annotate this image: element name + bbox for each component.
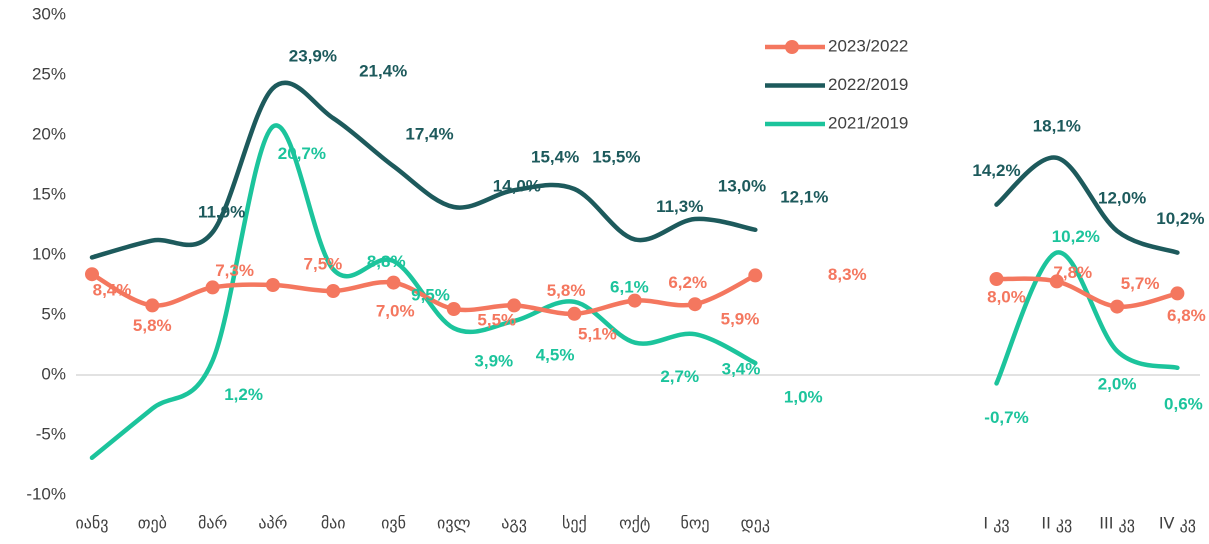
marker [688, 297, 702, 312]
y-tick-label: -10% [26, 484, 66, 503]
y-tick-label: 20% [32, 124, 66, 143]
marker [507, 298, 522, 313]
data-label: 6,8% [1167, 306, 1206, 325]
data-label: 9,5% [411, 285, 450, 304]
legend-label: 2023/2022 [828, 36, 908, 55]
marker [627, 293, 642, 308]
data-label: 2,0% [1098, 374, 1137, 393]
y-tick-label: 10% [32, 244, 66, 263]
y-tick-label: -5% [36, 424, 66, 443]
series-line [89, 123, 1180, 461]
data-label: 14,0% [493, 176, 541, 195]
x-tick-label: სექ [562, 514, 587, 533]
data-label: 7,8% [1053, 263, 1092, 282]
series-line [89, 271, 1180, 317]
data-label: 2,7% [660, 367, 699, 386]
data-label: 11,9% [198, 203, 245, 222]
x-tick-label: აგვ [501, 514, 527, 533]
marker [748, 268, 763, 283]
data-label: 7,5% [304, 254, 343, 273]
x-tick-label: აპრ [258, 514, 287, 533]
legend-label: 2022/2019 [828, 75, 908, 94]
y-tick-label: 0% [41, 364, 66, 383]
data-label: 7,0% [376, 301, 415, 320]
data-label: 5,5% [477, 310, 516, 329]
data-label: 15,5% [592, 147, 640, 166]
x-tick-label: ივნ [381, 514, 406, 533]
data-label: 23,9% [289, 47, 337, 66]
data-label: 12,1% [780, 187, 828, 206]
marker [446, 302, 461, 316]
x-tick-label: მარ [198, 514, 227, 533]
y-tick-label: 15% [32, 184, 66, 203]
data-label: 5,8% [547, 281, 586, 300]
data-label: 15,4% [531, 148, 579, 167]
x-tick-label: ნოე [680, 514, 709, 533]
data-label: 10,2% [1052, 227, 1100, 246]
data-label: 4,5% [536, 345, 575, 364]
legend-label: 2021/2019 [828, 113, 908, 132]
data-label: 5,7% [1121, 274, 1160, 293]
marker [386, 275, 401, 290]
data-label: 0,6% [1164, 394, 1203, 413]
data-label: 13,0% [718, 176, 766, 195]
data-label: 5,1% [578, 324, 617, 343]
y-tick-label: 30% [32, 4, 66, 23]
data-label: 14,2% [972, 161, 1020, 180]
x-tick-label: თებ [138, 514, 167, 533]
marker [989, 272, 1004, 286]
x-tick-label: IV კვ [1159, 514, 1196, 533]
marker [1049, 274, 1064, 289]
marker [567, 306, 582, 321]
data-label: 11,3% [656, 197, 703, 216]
data-label: 1,0% [784, 387, 823, 406]
data-label: 7,3% [215, 261, 254, 280]
data-label: 8,4% [93, 281, 132, 300]
marker [1170, 286, 1185, 301]
marker [205, 280, 220, 295]
data-label: 1,2% [224, 385, 263, 404]
legend-marker [785, 40, 799, 54]
marker [1110, 299, 1125, 314]
y-tick-label: 5% [41, 304, 66, 323]
data-label: 6,2% [668, 273, 707, 292]
data-label: 8,8% [367, 252, 406, 271]
data-label: 21,4% [359, 62, 407, 81]
data-label: 6,1% [610, 277, 649, 296]
marker [85, 267, 99, 282]
data-label: 5,9% [721, 310, 760, 329]
data-label: 20,7% [278, 144, 326, 163]
x-tick-label: მაი [321, 514, 346, 533]
x-tick-label: II კვ [1041, 514, 1072, 533]
marker [145, 298, 160, 313]
data-label: 3,9% [474, 352, 513, 371]
marker [326, 284, 341, 298]
data-label: 3,4% [722, 360, 761, 379]
data-label: 8,3% [828, 265, 867, 284]
data-label: 10,2% [1156, 209, 1204, 228]
series-line [89, 80, 1180, 260]
x-tick-label: III კვ [1099, 514, 1135, 533]
data-label: 8,0% [987, 287, 1026, 306]
marker [265, 278, 280, 292]
x-tick-label: იანვ [76, 514, 109, 533]
x-tick-label: დეკ [741, 514, 770, 533]
data-label: 12,0% [1098, 188, 1146, 207]
data-label: 17,4% [405, 125, 453, 144]
data-label: 18,1% [1033, 116, 1081, 135]
x-tick-label: ოქტ [619, 514, 650, 533]
data-label: 5,8% [133, 316, 172, 335]
y-tick-label: 25% [32, 64, 66, 83]
x-tick-label: I კვ [983, 514, 1009, 533]
data-label: -0,7% [984, 408, 1028, 427]
x-tick-label: ივლ [437, 514, 471, 533]
